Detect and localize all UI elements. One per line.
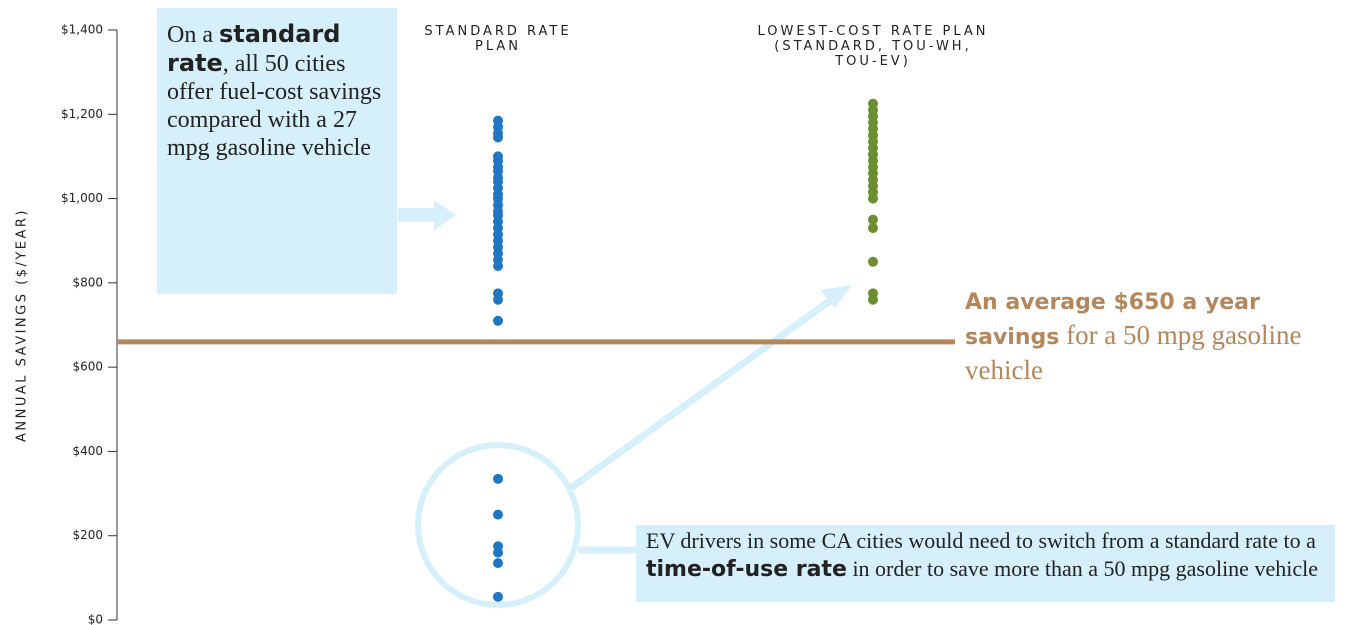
y-tick-label: $0 <box>88 613 103 625</box>
annotation-box: On a standard rate, all 50 cities offer … <box>157 8 397 294</box>
annotation-text: EV drivers in some CA cities would need … <box>646 528 1316 553</box>
callout-arrowhead <box>820 285 852 308</box>
dot <box>868 214 878 225</box>
y-tick-label: $1,200 <box>61 107 103 121</box>
dot <box>868 294 878 305</box>
annotation-note: An average $650 a year savings for a 50 … <box>965 284 1335 386</box>
callout-line <box>565 294 838 493</box>
dot <box>493 294 503 305</box>
annotation-text: On a <box>167 22 219 48</box>
y-tick-label: $200 <box>72 528 103 542</box>
y-tick-label: $600 <box>72 360 103 374</box>
y-tick-label: $400 <box>72 444 103 458</box>
category-label: STANDARD RATE PLAN <box>424 24 572 54</box>
annotation-text: in order to save more than a 50 mpg gaso… <box>846 556 1318 581</box>
dot <box>868 256 878 267</box>
annotation-bold: time-of-use rate <box>646 557 847 582</box>
y-tick-label: $1,000 <box>61 191 103 205</box>
annotation-box: EV drivers in some CA cities would need … <box>636 525 1335 602</box>
callout-arrow <box>398 208 436 222</box>
dot <box>493 591 503 602</box>
y-axis-label: ANNUAL SAVINGS ($/YEAR) <box>15 208 30 442</box>
dot <box>493 132 503 143</box>
dot <box>493 315 503 326</box>
annotation-bold: standard rate <box>167 20 341 77</box>
annotation-text: for a 50 mpg gasoline vehicle <box>965 320 1302 385</box>
dot <box>868 223 878 234</box>
dot <box>493 547 503 558</box>
dot <box>868 193 878 204</box>
annotation-text: , all 50 cities offer fuel-cost savings … <box>167 51 382 161</box>
dot <box>493 558 503 569</box>
y-tick-label: $800 <box>72 275 103 289</box>
category-label: LOWEST-COST RATE PLAN (STANDARD, TOU-WH,… <box>757 24 989 69</box>
dot <box>493 509 503 520</box>
y-tick-label: $1,400 <box>61 23 103 37</box>
dot <box>493 473 503 484</box>
highlight-circle <box>415 442 581 608</box>
callout-arrowhead <box>434 200 456 230</box>
annotation-bold: An average $650 a year savings <box>965 290 1260 350</box>
dot <box>493 261 503 271</box>
